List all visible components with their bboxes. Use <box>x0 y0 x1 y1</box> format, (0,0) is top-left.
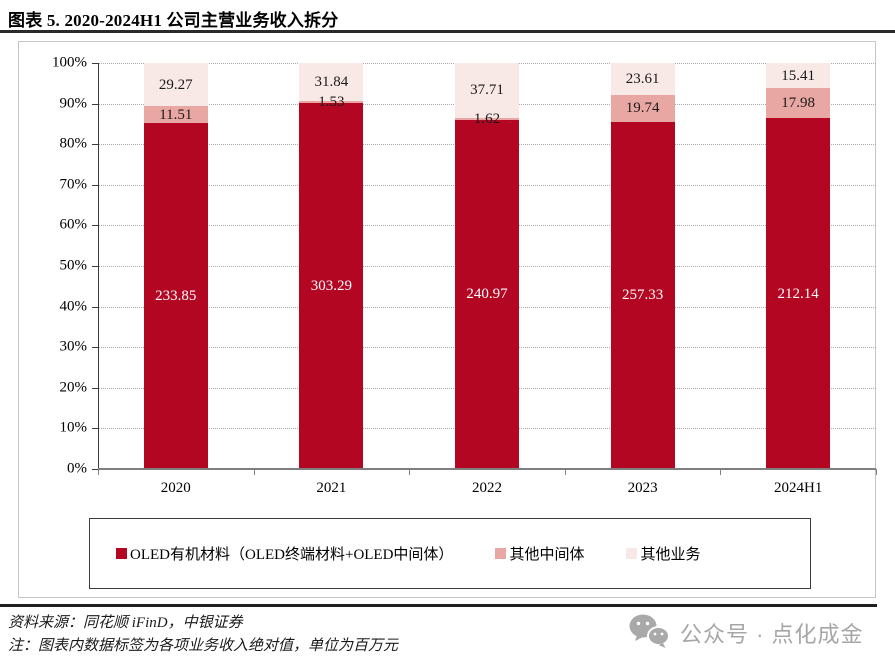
x-axis <box>98 468 876 470</box>
bar-slot-2021: 31.84 1.53 303.29 <box>254 63 410 469</box>
y-axis-tick-label: 50% <box>59 257 88 274</box>
data-label: 29.27 <box>158 76 193 93</box>
x-axis-label-2021: 2021 <box>316 480 347 496</box>
y-axis-tick-label: 60% <box>59 216 88 233</box>
bar-slot-2020: 29.27 11.51 233.85 <box>98 63 254 469</box>
title-divider <box>0 30 895 33</box>
watermark-text: 公众号 · 点化成金 <box>680 622 864 647</box>
y-axis-tick <box>92 387 98 389</box>
bar-segment: 31.84 <box>299 63 364 102</box>
y-axis-tick-label: 30% <box>59 338 88 355</box>
x-axis-tick <box>564 469 566 475</box>
data-label: 23.61 <box>625 70 660 87</box>
y-axis-tick <box>92 144 98 146</box>
x-axis-label-2022: 2022 <box>472 480 502 496</box>
y-axis-tick <box>92 184 98 186</box>
y-axis-tick <box>92 306 98 308</box>
x-axis-tick <box>409 469 411 475</box>
data-label: 233.85 <box>155 288 197 305</box>
data-label: 19.74 <box>625 100 660 117</box>
data-label: 15.41 <box>781 67 816 84</box>
bar-segment: 233.85 <box>143 123 208 469</box>
bar-slot-2022: 37.71 1.62 240.97 <box>409 63 565 469</box>
stacked-bar-2023: 23.61 19.74 257.33 <box>610 63 675 469</box>
y-axis-tick <box>92 428 98 430</box>
bar-segment: 257.33 <box>610 121 675 469</box>
y-axis-tick-label: 90% <box>59 95 88 112</box>
x-axis-tick <box>720 469 722 475</box>
y-axis-tick <box>92 103 98 105</box>
x-axis-label-2023: 2023 <box>627 480 658 496</box>
plot-area: 0% 10% 20% 30% 40% 50% 60% 70% 80% 90% 100% 29.27 1… <box>52 55 877 496</box>
wechat-icon <box>628 613 670 654</box>
data-label: 17.98 <box>781 95 816 112</box>
y-axis-tick-label: 10% <box>59 419 88 436</box>
data-label: 240.97 <box>466 286 508 303</box>
bar-slot-2024H1: 15.41 17.98 212.14 <box>720 63 876 469</box>
y-axis <box>98 63 99 469</box>
bar-segment: 23.61 <box>610 63 675 95</box>
source-text: 资料来源：同花顺 iFinD，中银证券 <box>8 615 243 631</box>
y-axis-tick-label: 20% <box>59 379 88 396</box>
bar-segment: 15.41 <box>766 63 831 89</box>
legend-label: OLED有机材料（OLED终端材料+OLED中间体） <box>130 547 454 563</box>
stacked-bar-2022: 37.71 1.62 240.97 <box>454 63 519 469</box>
bar-segment: 212.14 <box>766 118 831 469</box>
legend-swatch <box>626 548 638 559</box>
note-text: 注：图表内数据标签为各项业务收入绝对值，单位为百万元 <box>8 638 399 654</box>
legend: OLED有机材料（OLED终端材料+OLED中间体） 其他中间体 其他业务 <box>89 518 811 589</box>
bar-segment: 37.71 <box>454 63 519 118</box>
stacked-bar-2021: 31.84 1.53 303.29 <box>299 63 364 469</box>
legend-swatch <box>116 548 127 559</box>
footer-divider <box>0 604 877 607</box>
stacked-bar-2020: 29.27 11.51 233.85 <box>143 63 208 469</box>
x-axis-tick <box>876 469 877 475</box>
y-axis-tick <box>92 469 98 470</box>
legend-label: 其他业务 <box>640 547 701 563</box>
bar-segment: 29.27 <box>143 63 208 107</box>
y-axis-tick <box>92 63 98 64</box>
bar-segment: 1.62 <box>454 111 519 127</box>
legend-item: 其他中间体 <box>495 543 584 564</box>
x-axis-label-2020: 2020 <box>160 480 191 496</box>
x-axis-tick <box>253 469 255 475</box>
y-axis-tick-label: 80% <box>59 135 88 152</box>
bar-segment: 1.53 <box>299 94 364 110</box>
x-axis-label-2024H1: 2024H1 <box>774 480 823 496</box>
y-axis-tick <box>92 347 98 349</box>
stacked-bar-2024H1: 15.41 17.98 212.14 <box>766 63 831 469</box>
data-label: 1.53 <box>318 94 345 111</box>
data-label: 11.51 <box>159 106 193 123</box>
data-label: 212.14 <box>777 285 819 302</box>
bar-segment: 17.98 <box>766 88 831 119</box>
legend-item: 其他业务 <box>626 543 700 564</box>
y-axis-tick <box>92 225 98 227</box>
data-label: 257.33 <box>621 287 664 304</box>
watermark: 公众号 · 点化成金 <box>628 612 888 654</box>
data-label: 1.62 <box>473 110 501 127</box>
bar-segment: 11.51 <box>143 106 208 124</box>
legend-swatch <box>495 548 507 559</box>
bar-segment: 303.29 <box>299 103 364 469</box>
data-label: 303.29 <box>310 278 353 295</box>
legend-item: OLED有机材料（OLED终端材料+OLED中间体） <box>116 543 453 564</box>
x-axis-tick <box>98 469 99 475</box>
y-axis-tick-label: 70% <box>59 176 88 193</box>
page-title: 图表 5. 2020-2024H1 公司主营业务收入拆分 <box>8 11 339 30</box>
bar-series: 29.27 11.51 233.85 31.84 1.53 303.29 37.71 1.62… <box>98 63 876 469</box>
bar-segment: 19.74 <box>610 94 675 122</box>
chart-frame: 0% 10% 20% 30% 40% 50% 60% 70% 80% 90% 100% 29.27 1… <box>18 41 877 598</box>
y-axis-tick <box>92 266 98 267</box>
y-axis-tick-label: 40% <box>59 298 88 315</box>
bar-segment: 240.97 <box>454 119 519 469</box>
data-label: 31.84 <box>314 74 349 91</box>
data-label: 37.71 <box>470 82 504 99</box>
y-axis-tick-label: 0% <box>67 460 87 477</box>
y-axis-tick-label: 100% <box>52 54 87 71</box>
legend-label: 其他中间体 <box>509 547 585 563</box>
bar-slot-2023: 23.61 19.74 257.33 <box>565 63 721 469</box>
